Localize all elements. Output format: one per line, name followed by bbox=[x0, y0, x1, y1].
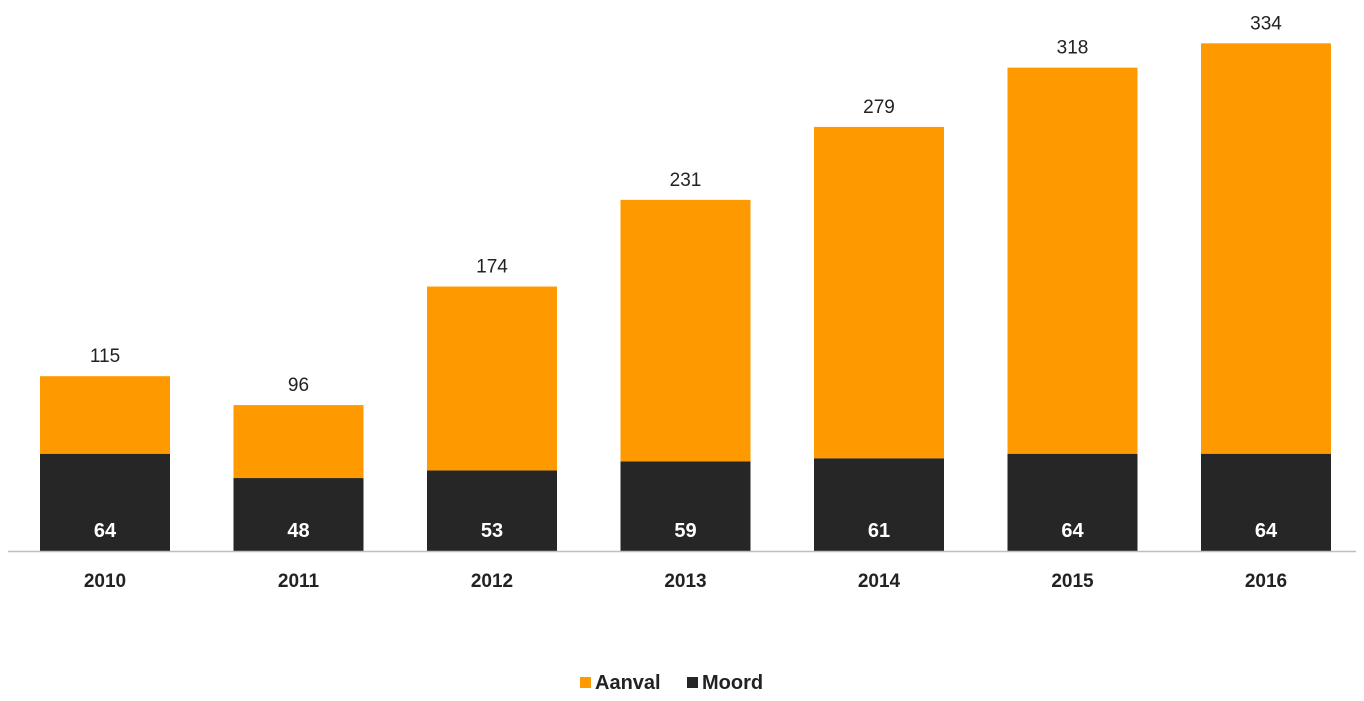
legend: Aanval Moord bbox=[580, 672, 763, 694]
bar-moord-2016 bbox=[1201, 453, 1331, 551]
total-label-2015: 318 bbox=[1057, 38, 1089, 59]
bar-aanval-2012 bbox=[427, 286, 557, 471]
total-label-2014: 279 bbox=[863, 97, 895, 118]
bar-moord-2010 bbox=[40, 453, 170, 551]
total-label-2013: 231 bbox=[670, 170, 702, 191]
total-label-2016: 334 bbox=[1250, 13, 1282, 34]
bar-aanval-2016 bbox=[1201, 43, 1331, 454]
legend-swatch-moord bbox=[687, 677, 698, 688]
total-label-2012: 174 bbox=[476, 257, 508, 278]
tick-label-2013: 2013 bbox=[664, 571, 706, 592]
legend-label-moord: Moord bbox=[702, 672, 763, 694]
bar-moord-2013 bbox=[620, 461, 751, 551]
bar-moord-2011 bbox=[233, 478, 364, 551]
tick-label-2014: 2014 bbox=[858, 571, 901, 592]
legend-swatch-aanval bbox=[580, 677, 591, 688]
moord-label-2011: 48 bbox=[287, 520, 309, 542]
moord-value-labels: 64 48 53 59 61 64 64 bbox=[94, 520, 1278, 542]
bar-moord-2014 bbox=[814, 458, 944, 551]
tick-label-2015: 2015 bbox=[1051, 571, 1094, 592]
tick-label-2016: 2016 bbox=[1245, 571, 1287, 592]
bars-layer bbox=[40, 43, 1331, 551]
moord-label-2013: 59 bbox=[674, 520, 696, 542]
moord-label-2016: 64 bbox=[1255, 520, 1278, 542]
tick-label-2012: 2012 bbox=[471, 571, 513, 592]
tick-label-2010: 2010 bbox=[84, 571, 126, 592]
bar-moord-2015 bbox=[1007, 453, 1138, 551]
bar-aanval-2011 bbox=[233, 405, 364, 479]
moord-label-2015: 64 bbox=[1061, 520, 1084, 542]
bar-aanval-2013 bbox=[620, 199, 751, 462]
bar-aanval-2014 bbox=[814, 126, 944, 459]
x-axis-tick-labels: 2010 2011 2012 2013 2014 2015 2016 bbox=[84, 571, 1287, 592]
total-label-2010: 115 bbox=[90, 346, 120, 367]
bar-aanval-2010 bbox=[40, 376, 170, 454]
legend-label-aanval: Aanval bbox=[595, 672, 661, 694]
bar-moord-2012 bbox=[427, 470, 557, 551]
total-label-2011: 96 bbox=[288, 375, 309, 396]
moord-label-2012: 53 bbox=[481, 520, 503, 542]
bar-aanval-2015 bbox=[1007, 67, 1138, 454]
moord-label-2010: 64 bbox=[94, 520, 117, 542]
total-value-labels: 115 96 174 231 279 318 334 bbox=[90, 13, 1282, 396]
moord-label-2014: 61 bbox=[868, 520, 890, 542]
tick-label-2011: 2011 bbox=[278, 571, 320, 592]
